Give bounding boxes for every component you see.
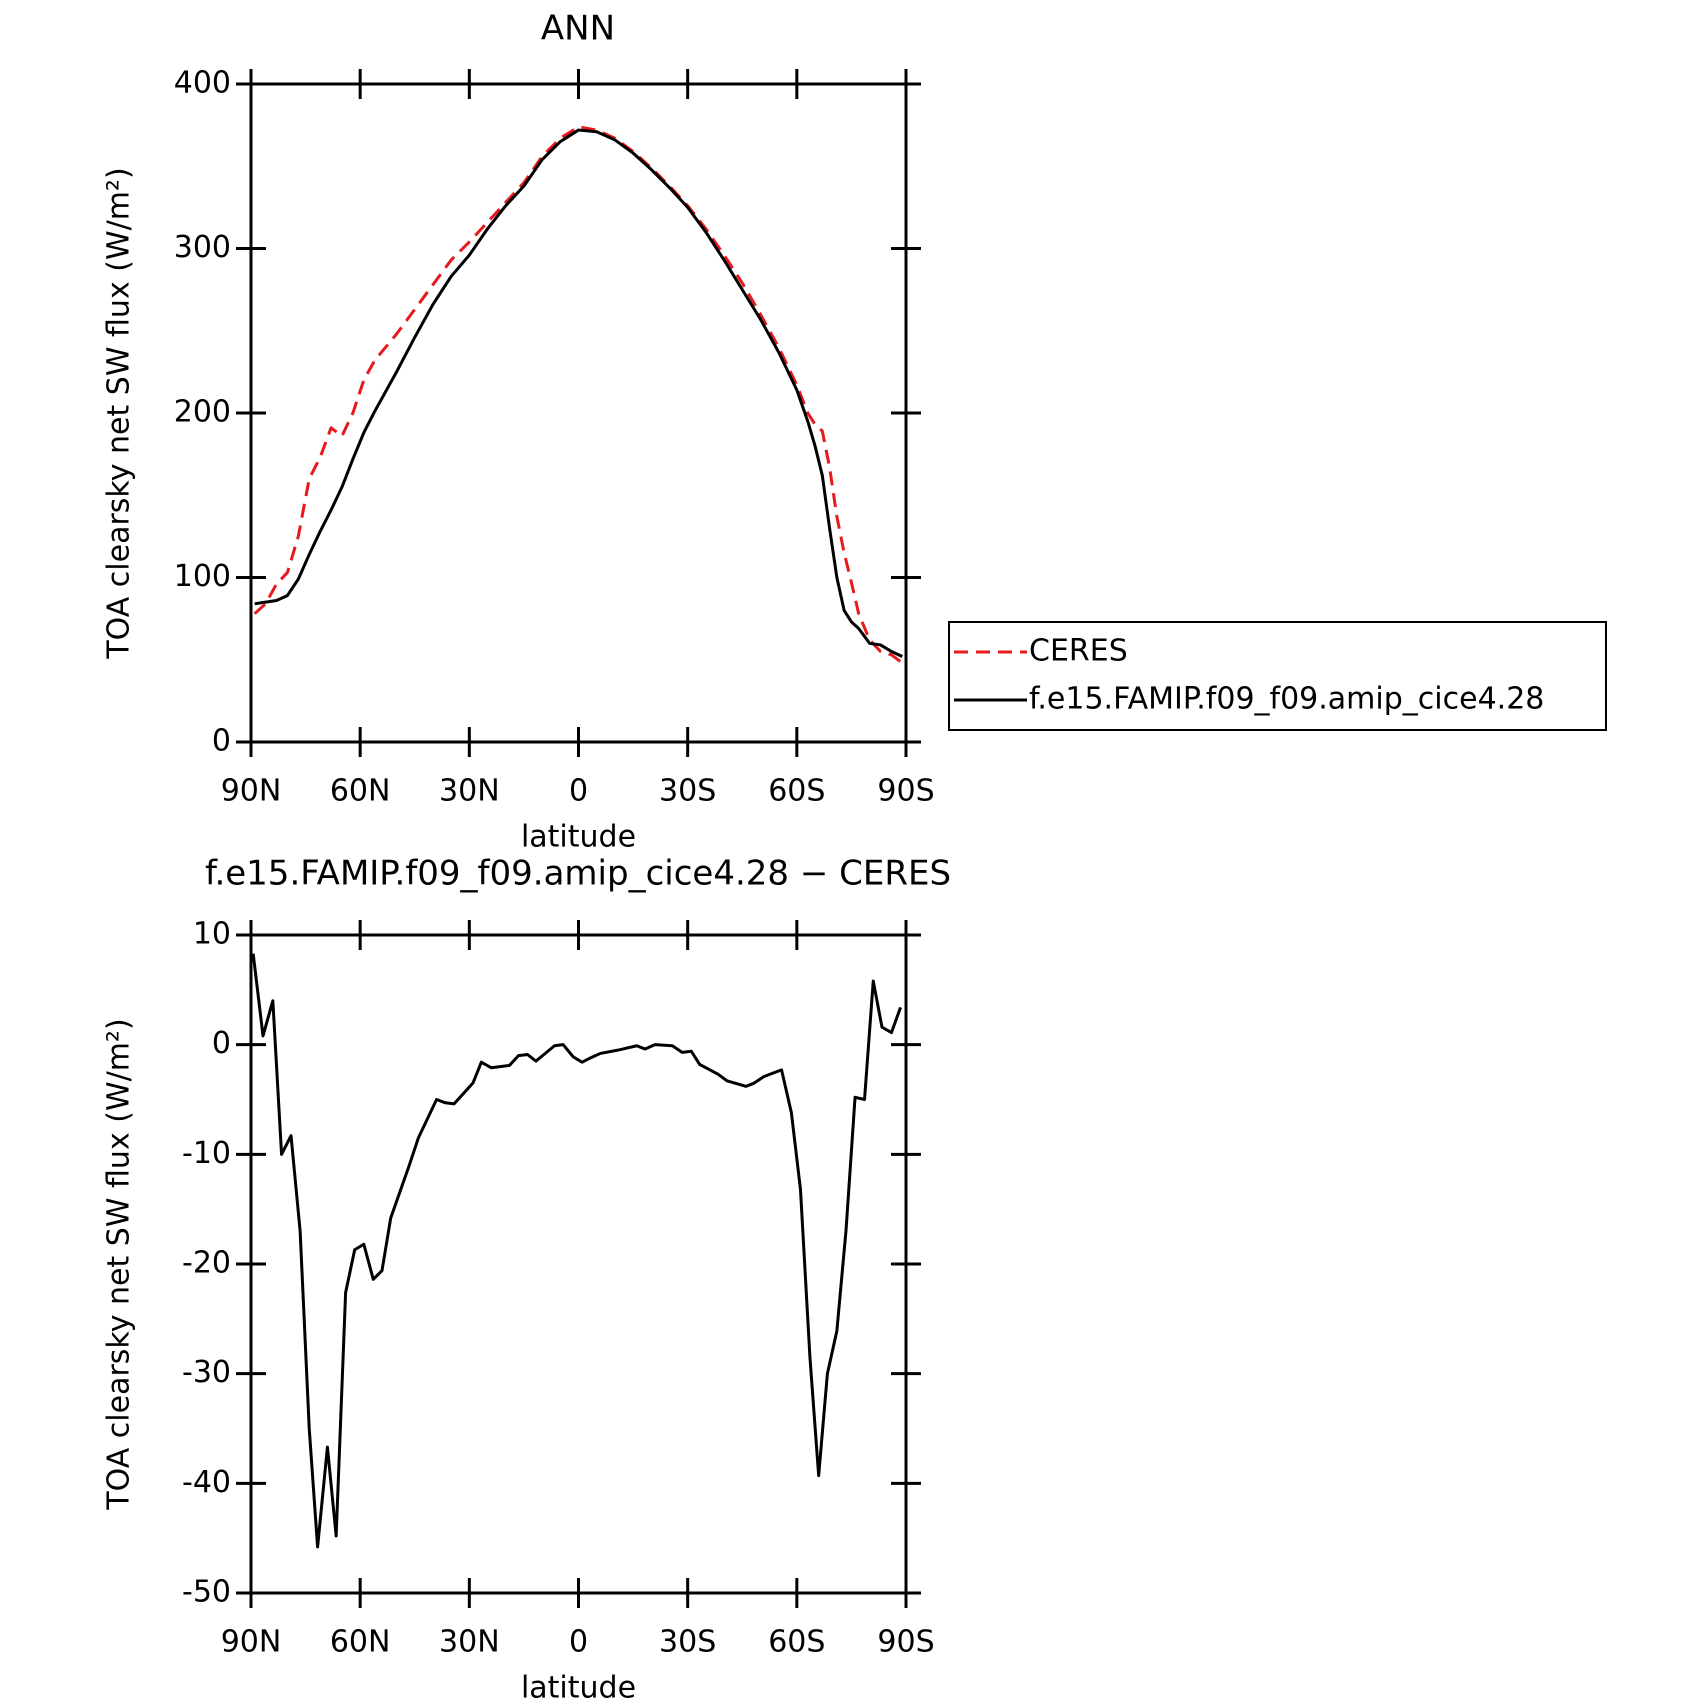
chart-title: f.e15.FAMIP.f09_f09.amip_cice4.28 − CERE… <box>205 854 951 894</box>
data-line <box>251 953 902 1549</box>
x-tick-label: 90S <box>877 1625 934 1660</box>
x-tick-label: 60N <box>330 1625 391 1660</box>
legend-label: f.e15.FAMIP.f09_f09.amip_cice4.28 <box>1029 682 1544 717</box>
y-tick-label: -20 <box>182 1246 231 1281</box>
x-tick-label: 90S <box>877 774 934 809</box>
x-tick-label: 30N <box>439 1625 500 1660</box>
y-tick-label: -10 <box>182 1136 231 1171</box>
x-tick-label: 30N <box>439 774 500 809</box>
data-line <box>253 125 904 665</box>
x-tick-label: 60S <box>768 1625 825 1660</box>
y-tick-label: 10 <box>193 917 231 952</box>
data-line <box>254 128 903 658</box>
x-tick-label: 30S <box>659 1625 716 1660</box>
y-tick-label: 0 <box>212 724 231 759</box>
x-tick-label: 30S <box>659 774 716 809</box>
x-axis-label: latitude <box>521 820 636 855</box>
y-tick-label: -40 <box>182 1465 231 1500</box>
x-tick-label: 0 <box>569 774 588 809</box>
chart-title: ANN <box>541 9 615 49</box>
x-tick-label: 60N <box>330 774 391 809</box>
y-tick-label: 100 <box>174 559 231 594</box>
legend-label: CERES <box>1029 634 1128 669</box>
legend-box <box>948 621 1607 731</box>
y-tick-label: 0 <box>212 1026 231 1061</box>
y-tick-label: 400 <box>174 66 231 101</box>
x-axis-label: latitude <box>521 1671 636 1703</box>
x-tick-label: 0 <box>569 1625 588 1660</box>
y-tick-label: -30 <box>182 1355 231 1390</box>
x-tick-label: 90N <box>221 1625 282 1660</box>
x-tick-label: 60S <box>768 774 825 809</box>
plot-frame <box>249 82 908 744</box>
y-tick-label: 300 <box>174 230 231 265</box>
y-axis-label: TOA clearsky net SW flux (W/m²) <box>102 1018 137 1510</box>
y-axis-label: TOA clearsky net SW flux (W/m²) <box>102 167 137 659</box>
y-tick-label: -50 <box>182 1575 231 1610</box>
plot-frame <box>249 933 908 1595</box>
x-tick-label: 90N <box>221 774 282 809</box>
y-tick-label: 200 <box>174 395 231 430</box>
